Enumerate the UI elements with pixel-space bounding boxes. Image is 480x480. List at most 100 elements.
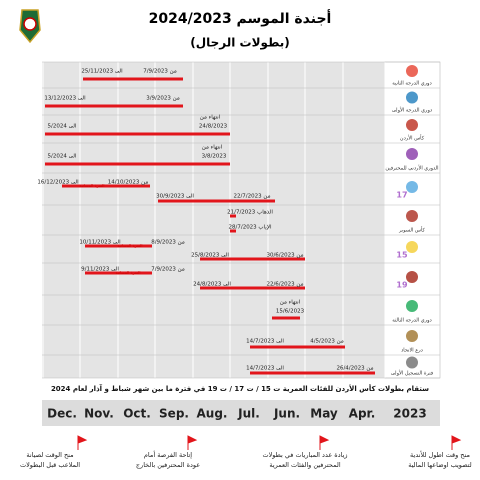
date-label: 3/8/2023 (202, 154, 227, 160)
competition-name: كأس السوبر (398, 226, 425, 234)
date-label: الإياب 28/7/2023 (228, 225, 271, 231)
date-label: 15/6/2023 (276, 309, 305, 315)
competition-name: دوري الدرجة الثالثة (392, 318, 432, 324)
date-label: الى 25/8/2023 (191, 253, 229, 259)
date-label: انتهاء من (200, 115, 221, 121)
period-bar (230, 214, 236, 218)
competition-logo (406, 181, 418, 193)
date-label: من 14/10/2023 (108, 180, 149, 186)
date-label: الى 9/11/2023 (81, 267, 119, 273)
period-bar (62, 184, 150, 188)
date-label: انتهاء من (280, 300, 301, 306)
period-bar (200, 286, 305, 290)
month-row (42, 400, 440, 426)
period-bar (250, 371, 375, 375)
competition-badge: 15 (396, 251, 408, 260)
logo (19, 9, 41, 44)
month-label: Jun. (273, 407, 300, 421)
competition-badge: 19 (396, 281, 408, 290)
competition-name: دوري الدرجة الثانية (392, 81, 431, 87)
period-bar (45, 104, 183, 108)
bar-note: الفترة المسائية (117, 243, 142, 248)
competition-logo (406, 91, 418, 104)
competition-logo (406, 119, 418, 131)
period-bar (85, 271, 152, 275)
competition-name: فترة التسجيل الأولى (391, 370, 434, 377)
period-bar (250, 345, 345, 349)
month-label: Jul. (237, 407, 260, 421)
flag-icon (77, 435, 88, 450)
date-label: الى 14/7/2023 (246, 366, 284, 372)
competition-logo (406, 65, 418, 77)
month-label: 2023 (393, 407, 426, 421)
month-label: May (310, 407, 338, 421)
benefit-text: لتصويب اوضاعها المالية (408, 461, 472, 469)
competition-logo (406, 356, 418, 369)
period-bar (85, 244, 152, 248)
competition-logo (406, 330, 418, 342)
period-bar (200, 257, 305, 261)
subtitle: (بطولات الرجال) (190, 36, 290, 51)
month-label: Oct. (123, 407, 151, 421)
benefit-text: منح الوقت لصيانة (26, 451, 73, 459)
bar-note: الفترة المسائية (79, 183, 104, 188)
competition-badge: 17 (396, 191, 407, 200)
competition-logo (406, 300, 418, 312)
month-label: Nov. (84, 407, 114, 421)
benefit-text: منح وقت اطول للأندية (410, 450, 470, 459)
competition-name: دوري الدرجة الأولى (392, 107, 432, 114)
date-label: من 22/6/2023 (266, 282, 303, 288)
month-label: Aug. (197, 407, 228, 421)
date-label: من 8/9/2023 (151, 240, 185, 246)
date-label: من 26/4/2023 (336, 366, 373, 372)
month-label: Dec. (47, 407, 77, 421)
competition-name: كأس الأردن (400, 134, 425, 142)
benefit-text: إتاحة الفرصة أمام (144, 450, 192, 459)
date-label: الى 16/12/2023 (37, 180, 79, 186)
note: ستقام بطولات كأس الأردن للفئات العمرية ت… (51, 384, 429, 393)
date-label: الى 25/11/2023 (81, 69, 123, 75)
date-label: من 7/9/2023 (143, 69, 177, 75)
benefit-text: المحترفين والفئات العمرية (269, 461, 340, 469)
date-label: من 30/6/2023 (266, 253, 303, 259)
period-bar (45, 162, 230, 166)
date-label: 24/8/2023 (199, 124, 228, 130)
date-label: الى 5/2024 (48, 124, 77, 130)
period-bar (158, 199, 275, 203)
competition-logo (406, 241, 418, 253)
date-label: الى 24/8/2023 (193, 282, 231, 288)
competition-logo (406, 271, 418, 283)
competition-name: درع الاتحاد (401, 348, 423, 354)
month-label: Sep. (159, 407, 189, 421)
date-label: من 22/7/2023 (233, 194, 270, 200)
date-label: الى 13/12/2023 (44, 96, 86, 102)
flag-icon (451, 435, 462, 450)
benefit-text: زيادة عدد المباريات في بطولات (262, 451, 347, 459)
period-bar (230, 229, 236, 233)
benefit-text: عودة المحترفين بالخارج (136, 461, 200, 469)
date-label: من 7/9/2023 (151, 267, 185, 273)
date-label: الذهاب 21/7/2023 (227, 210, 273, 216)
period-bar (45, 132, 230, 136)
date-label: الى 5/2024 (48, 154, 77, 160)
title: أجندة الموسم 2024/2023 (149, 9, 332, 27)
competition-logo (406, 210, 418, 222)
date-label: من 3/9/2023 (146, 96, 180, 102)
date-label: الى 10/11/2023 (79, 240, 121, 246)
bar-note: الفترة المسائية (115, 270, 140, 275)
flag-icon (187, 435, 198, 450)
competition-logo (406, 148, 418, 160)
flag-icon (319, 435, 330, 450)
month-label: Apr. (349, 407, 376, 421)
timeline-grid (42, 62, 385, 378)
period-bar (83, 77, 183, 81)
period-bar (272, 316, 300, 320)
competition-name: الدوري الأردني للمحترفين (385, 165, 438, 172)
date-label: الى 30/9/2023 (156, 194, 194, 200)
date-label: من 4/5/2023 (310, 339, 344, 345)
benefit-text: الملاعب قبل البطولات (20, 461, 80, 469)
date-label: انتهاء من (202, 145, 223, 151)
date-label: الى 14/7/2023 (246, 339, 284, 345)
